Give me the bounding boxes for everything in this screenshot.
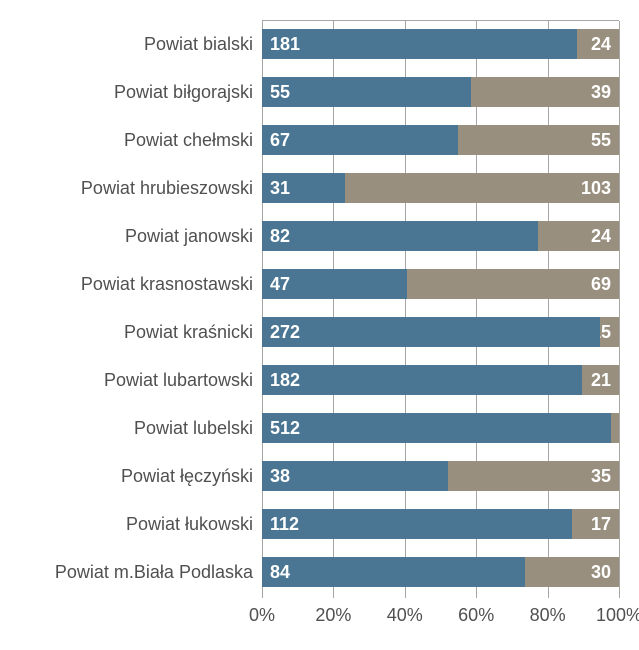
stacked-bar-chart: Powiat bialski18124Powiat biłgorajski553… [0, 0, 639, 650]
bar-row: 6755 [262, 125, 619, 155]
bar-segment-b: 24 [538, 221, 619, 251]
bar-segment-b: 35 [448, 461, 619, 491]
bar-segment-a: 512 [262, 413, 611, 443]
bar-segment-b: 39 [471, 77, 619, 107]
x-tick-label: 40% [375, 605, 435, 626]
gridline [619, 21, 620, 598]
bar-row: 5127 [262, 413, 619, 443]
bar-row: 4769 [262, 269, 619, 299]
bar-row: 8224 [262, 221, 619, 251]
bar-segment-b: 15 [600, 317, 619, 347]
bar-segment-a: 67 [262, 125, 458, 155]
category-label: Powiat m.Biała Podlaska [3, 557, 253, 587]
bar-segment-b: 7 [611, 413, 619, 443]
bar-segment-b: 30 [525, 557, 619, 587]
bar-segment-b: 21 [582, 365, 619, 395]
category-label: Powiat biłgorajski [3, 77, 253, 107]
bar-row: 18124 [262, 29, 619, 59]
category-label: Powiat hrubieszowski [3, 173, 253, 203]
x-tick-label: 100% [589, 605, 639, 626]
bar-row: 5539 [262, 77, 619, 107]
category-label: Powiat łęczyński [3, 461, 253, 491]
category-label: Powiat lubelski [3, 413, 253, 443]
category-label: Powiat chełmski [3, 125, 253, 155]
category-label: Powiat bialski [3, 29, 253, 59]
bar-segment-b: 103 [345, 173, 619, 203]
bar-segment-a: 47 [262, 269, 407, 299]
bar-segment-b: 69 [407, 269, 619, 299]
bar-segment-a: 84 [262, 557, 525, 587]
category-label: Powiat janowski [3, 221, 253, 251]
bar-segment-a: 181 [262, 29, 577, 59]
x-tick-label: 0% [232, 605, 292, 626]
bar-row: 3835 [262, 461, 619, 491]
bar-row: 8430 [262, 557, 619, 587]
x-tick-label: 60% [446, 605, 506, 626]
bar-segment-a: 112 [262, 509, 572, 539]
bar-segment-a: 38 [262, 461, 448, 491]
x-tick-label: 80% [518, 605, 578, 626]
bar-segment-a: 55 [262, 77, 471, 107]
category-label: Powiat kraśnicki [3, 317, 253, 347]
x-tick-label: 20% [303, 605, 363, 626]
category-label: Powiat lubartowski [3, 365, 253, 395]
bar-row: 27215 [262, 317, 619, 347]
bar-segment-b: 24 [577, 29, 619, 59]
bar-row: 18221 [262, 365, 619, 395]
bar-segment-a: 31 [262, 173, 345, 203]
category-label: Powiat łukowski [3, 509, 253, 539]
bar-segment-a: 182 [262, 365, 582, 395]
category-label: Powiat krasnostawski [3, 269, 253, 299]
bar-segment-b: 17 [572, 509, 619, 539]
bar-segment-a: 82 [262, 221, 538, 251]
bar-row: 31103 [262, 173, 619, 203]
bar-segment-a: 272 [262, 317, 600, 347]
bar-row: 11217 [262, 509, 619, 539]
bar-segment-b: 55 [458, 125, 619, 155]
